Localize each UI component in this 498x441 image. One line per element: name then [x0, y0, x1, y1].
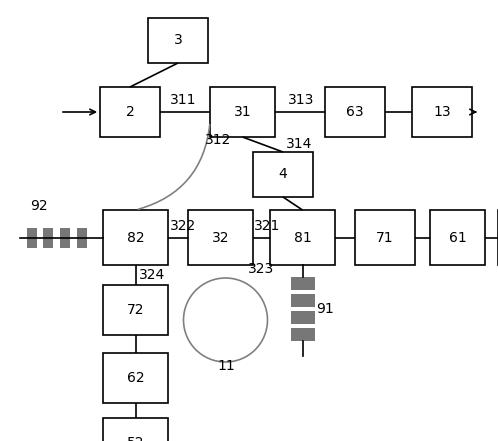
- Text: 311: 311: [170, 93, 197, 107]
- Bar: [148, 18, 208, 63]
- Bar: [325, 87, 385, 137]
- Text: 4: 4: [278, 168, 287, 182]
- Text: 82: 82: [126, 231, 144, 244]
- Text: 313: 313: [288, 93, 314, 107]
- Text: 71: 71: [376, 231, 394, 244]
- Bar: [290, 294, 315, 307]
- Bar: [430, 210, 485, 265]
- Text: 31: 31: [234, 105, 251, 119]
- Text: 72: 72: [127, 303, 144, 317]
- Text: 322: 322: [170, 218, 196, 232]
- Bar: [270, 210, 335, 265]
- Text: 11: 11: [218, 359, 235, 373]
- Text: 91: 91: [317, 302, 334, 316]
- Bar: [355, 210, 415, 265]
- Bar: [290, 311, 315, 324]
- Bar: [43, 228, 53, 247]
- Bar: [290, 277, 315, 290]
- Text: 63: 63: [346, 105, 364, 119]
- Text: 324: 324: [138, 268, 165, 282]
- Text: 13: 13: [433, 105, 451, 119]
- Bar: [253, 152, 313, 197]
- Bar: [188, 210, 253, 265]
- Text: 92: 92: [30, 198, 48, 213]
- Bar: [103, 353, 168, 403]
- Text: 3: 3: [174, 34, 182, 48]
- Bar: [103, 418, 168, 441]
- Bar: [27, 228, 37, 247]
- Text: 323: 323: [248, 262, 274, 276]
- Text: 32: 32: [212, 231, 229, 244]
- Bar: [103, 285, 168, 335]
- Text: 314: 314: [286, 138, 312, 152]
- Text: 2: 2: [125, 105, 134, 119]
- Bar: [100, 87, 160, 137]
- Bar: [77, 228, 87, 247]
- Bar: [103, 210, 168, 265]
- Bar: [210, 87, 275, 137]
- Text: 52: 52: [127, 436, 144, 441]
- Bar: [290, 328, 315, 341]
- Text: 312: 312: [205, 133, 232, 147]
- Bar: [412, 87, 472, 137]
- Text: 62: 62: [126, 371, 144, 385]
- Text: 61: 61: [449, 231, 466, 244]
- Text: 81: 81: [294, 231, 311, 244]
- Bar: [60, 228, 70, 247]
- Text: 321: 321: [253, 218, 280, 232]
